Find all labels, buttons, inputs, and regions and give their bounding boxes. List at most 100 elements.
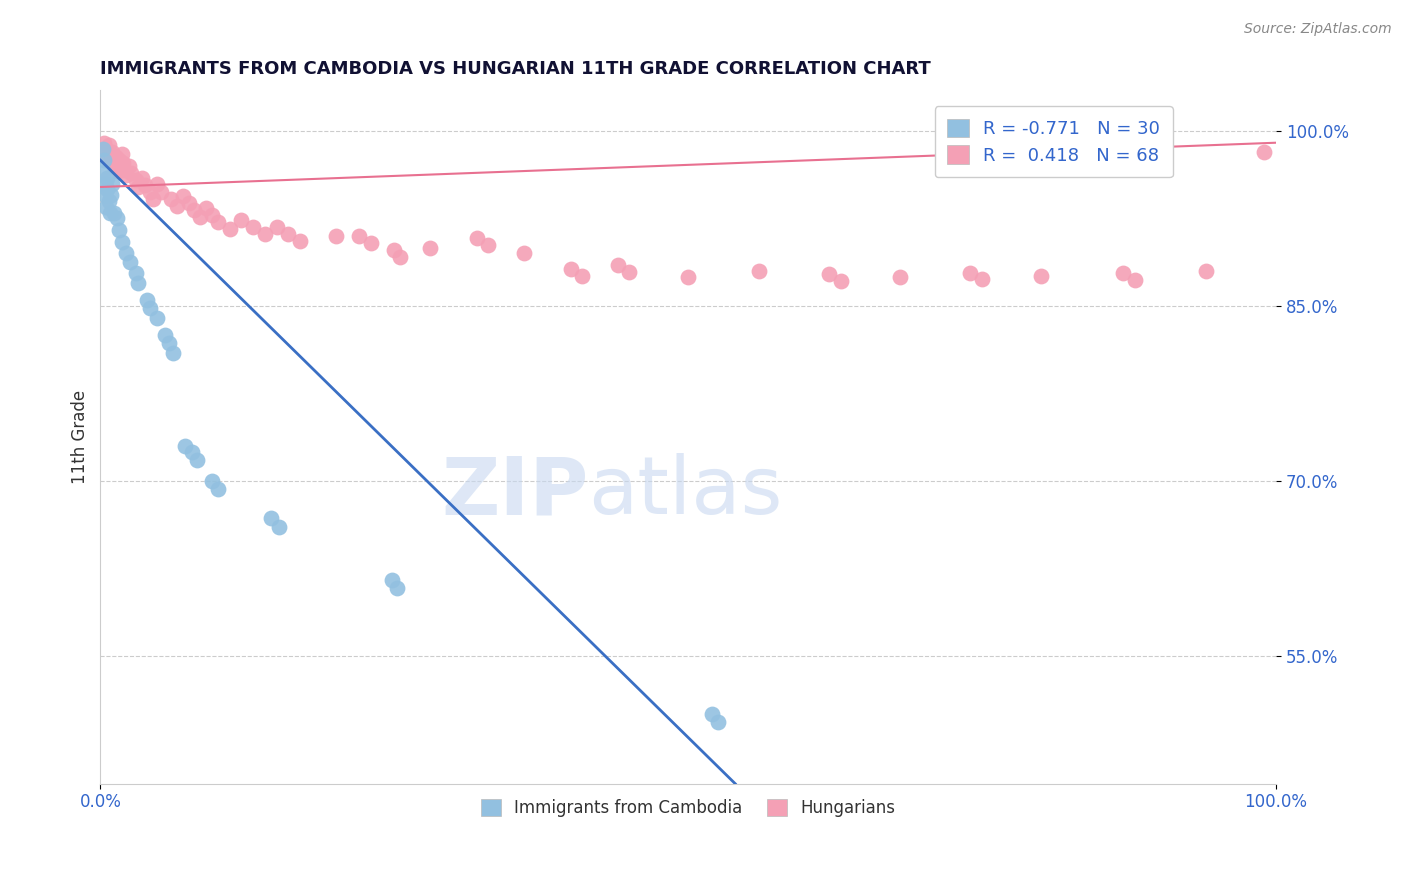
Point bbox=[231, 212, 253, 227]
Point bbox=[96, 150, 118, 164]
Point bbox=[512, 246, 534, 260]
Point bbox=[1029, 268, 1052, 283]
Point bbox=[153, 328, 176, 343]
Point bbox=[98, 205, 121, 219]
Point bbox=[111, 155, 134, 169]
Point bbox=[172, 189, 194, 203]
Point bbox=[107, 163, 129, 178]
Point bbox=[1253, 145, 1275, 159]
Point bbox=[360, 235, 382, 250]
Point bbox=[253, 227, 276, 241]
Point bbox=[477, 238, 499, 252]
Point bbox=[183, 203, 205, 218]
Point bbox=[830, 274, 852, 288]
Point bbox=[177, 196, 200, 211]
Point bbox=[207, 215, 229, 229]
Point bbox=[108, 223, 131, 237]
Point bbox=[188, 211, 211, 225]
Point bbox=[195, 201, 218, 215]
Point bbox=[571, 268, 593, 283]
Point bbox=[267, 520, 290, 534]
Point bbox=[419, 241, 441, 255]
Legend: Immigrants from Cambodia, Hungarians: Immigrants from Cambodia, Hungarians bbox=[474, 792, 903, 824]
Point bbox=[166, 199, 188, 213]
Point bbox=[108, 153, 131, 168]
Point bbox=[146, 310, 169, 325]
Point bbox=[100, 188, 122, 202]
Point bbox=[381, 573, 404, 587]
Point bbox=[201, 208, 224, 222]
Point bbox=[98, 147, 121, 161]
Point bbox=[115, 169, 138, 183]
Point bbox=[115, 246, 138, 260]
Point bbox=[465, 231, 488, 245]
Point bbox=[124, 173, 146, 187]
Point bbox=[186, 452, 208, 467]
Point bbox=[382, 243, 405, 257]
Point bbox=[110, 235, 132, 249]
Point bbox=[105, 157, 128, 171]
Point bbox=[1194, 264, 1216, 278]
Point bbox=[101, 145, 124, 159]
Point bbox=[93, 153, 115, 168]
Text: ZIP: ZIP bbox=[441, 453, 588, 532]
Point bbox=[117, 159, 139, 173]
Point bbox=[91, 142, 114, 156]
Point bbox=[96, 182, 118, 196]
Point bbox=[325, 229, 347, 244]
Point bbox=[104, 150, 127, 164]
Point bbox=[700, 706, 723, 721]
Point bbox=[706, 714, 728, 729]
Text: atlas: atlas bbox=[588, 453, 783, 532]
Point bbox=[100, 153, 122, 168]
Point bbox=[138, 185, 160, 199]
Point bbox=[105, 211, 128, 226]
Point bbox=[118, 254, 141, 268]
Point bbox=[389, 250, 412, 264]
Point bbox=[266, 219, 288, 234]
Point bbox=[277, 227, 299, 241]
Point bbox=[101, 177, 124, 191]
Point bbox=[290, 234, 312, 248]
Point bbox=[385, 581, 408, 595]
Point bbox=[150, 185, 173, 199]
Point bbox=[93, 165, 115, 179]
Point bbox=[972, 272, 994, 286]
Point bbox=[619, 265, 641, 279]
Point bbox=[181, 444, 204, 458]
Point bbox=[97, 194, 120, 208]
Point bbox=[676, 269, 699, 284]
Point bbox=[94, 177, 117, 191]
Point bbox=[127, 276, 149, 290]
Point bbox=[136, 293, 159, 307]
Point bbox=[96, 142, 118, 156]
Point bbox=[1123, 273, 1146, 287]
Point bbox=[112, 162, 135, 177]
Point bbox=[94, 188, 117, 202]
Point bbox=[242, 219, 264, 234]
Point bbox=[96, 170, 118, 185]
Point bbox=[103, 205, 125, 219]
Point bbox=[127, 180, 149, 194]
Point bbox=[110, 147, 132, 161]
Text: Source: ZipAtlas.com: Source: ZipAtlas.com bbox=[1244, 22, 1392, 37]
Point bbox=[142, 192, 165, 206]
Point bbox=[347, 229, 370, 244]
Point bbox=[120, 166, 142, 180]
Point bbox=[606, 258, 628, 272]
Point bbox=[1112, 266, 1135, 280]
Point bbox=[818, 268, 841, 282]
Point bbox=[157, 336, 180, 351]
Point bbox=[959, 266, 981, 280]
Y-axis label: 11th Grade: 11th Grade bbox=[72, 390, 89, 484]
Point bbox=[138, 301, 160, 316]
Point bbox=[131, 170, 153, 185]
Point bbox=[96, 200, 118, 214]
Point bbox=[160, 192, 183, 206]
Point bbox=[103, 152, 125, 166]
Point bbox=[146, 177, 169, 191]
Point bbox=[97, 138, 120, 153]
Point bbox=[748, 264, 770, 278]
Point bbox=[110, 161, 132, 176]
Point bbox=[134, 178, 156, 192]
